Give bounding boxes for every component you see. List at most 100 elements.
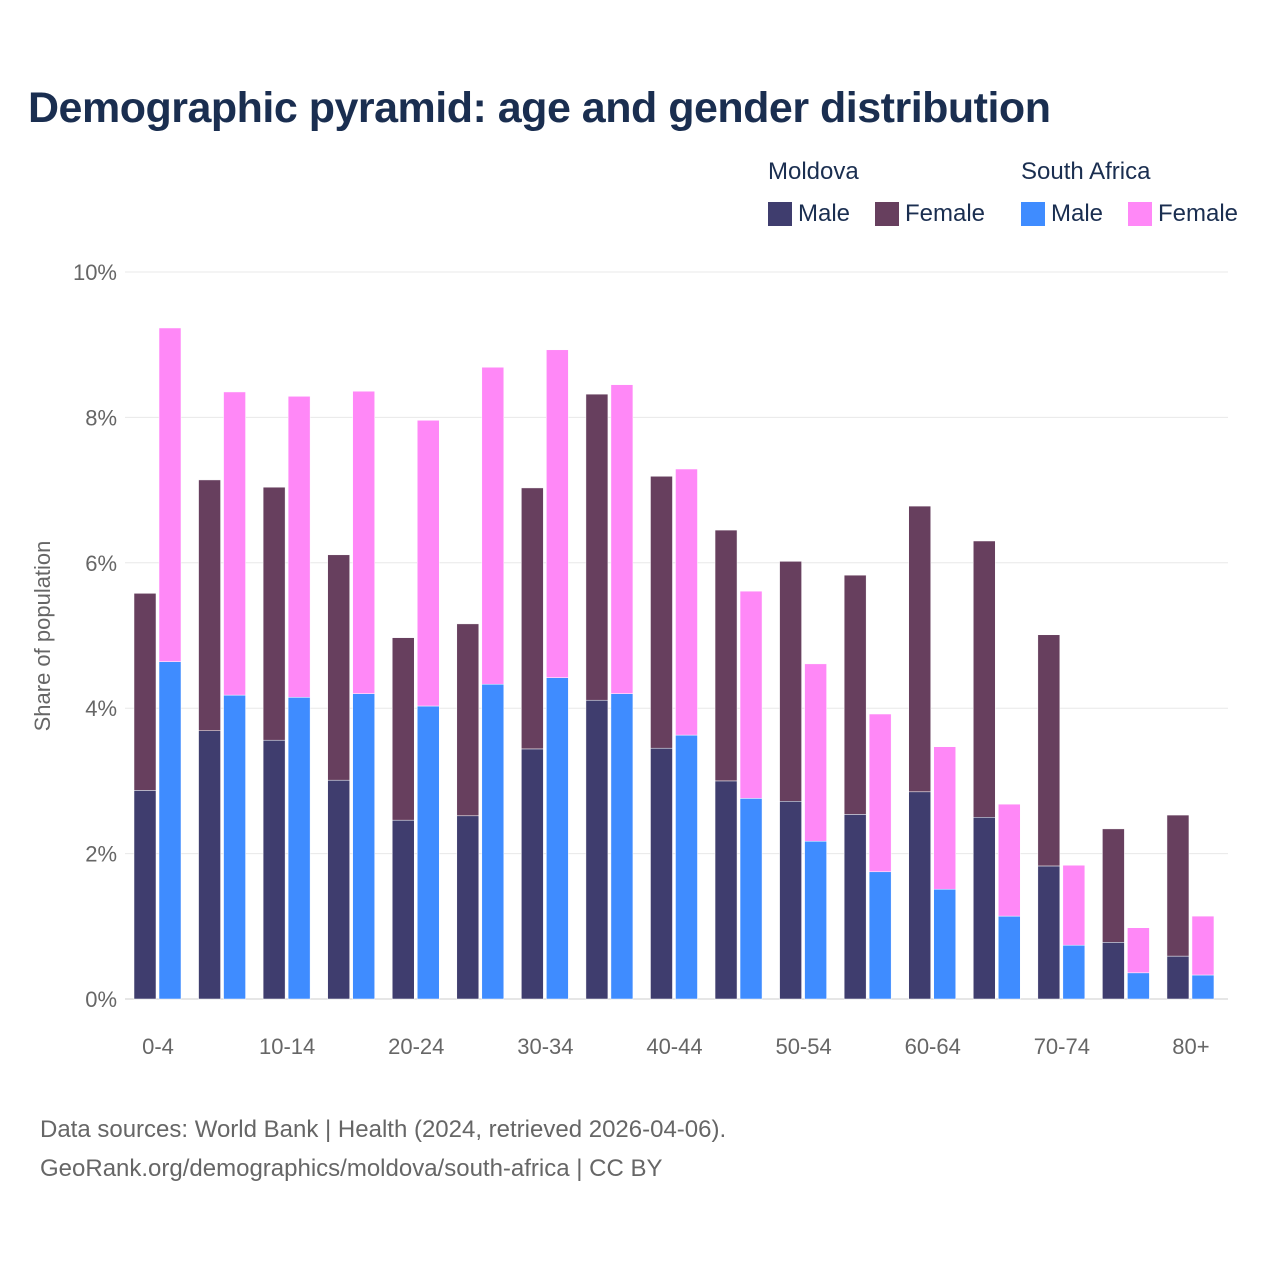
legend-swatch [1128, 202, 1152, 226]
x-tick-label: 60-64 [905, 1034, 961, 1059]
bar-moldova-female [779, 561, 802, 802]
x-tick-label: 70-74 [1034, 1034, 1090, 1059]
bar-south-africa-female [1191, 915, 1215, 976]
bar-moldova-female [843, 574, 867, 815]
bar-south-africa-male [933, 888, 956, 1000]
legend-group-south-africa: South Africa [1021, 158, 1151, 185]
legend-swatch [768, 202, 792, 226]
y-tick-label: 10% [73, 260, 117, 285]
bar-south-africa-female [287, 396, 311, 698]
bar-south-africa-female [223, 391, 246, 696]
legend-label: Male [798, 200, 851, 227]
bar-south-africa-male [804, 840, 827, 1000]
bar-moldova-male [714, 780, 738, 1000]
bar-south-africa-male [481, 683, 505, 1000]
legend-moldova-female[interactable]: Female [875, 200, 985, 228]
bar-moldova-male [973, 817, 996, 1000]
x-tick-label: 0-4 [142, 1034, 174, 1059]
x-tick-label: 20-24 [388, 1034, 444, 1059]
bar-moldova-female [133, 593, 157, 791]
bar-moldova-male [779, 801, 802, 1000]
bar-moldova-female [1166, 814, 1190, 957]
bar-moldova-male [327, 779, 350, 1000]
y-tick-label: 4% [85, 696, 117, 721]
bar-south-africa-male [610, 693, 634, 1000]
legend-swatch [875, 202, 899, 226]
bar-moldova-female [908, 505, 931, 793]
bar-south-africa-male [998, 915, 1021, 1000]
bar-south-africa-female [998, 803, 1021, 917]
bar-moldova-female [391, 637, 415, 821]
bar-moldova-female [198, 479, 221, 731]
legend-swatch [1021, 202, 1045, 226]
bar-south-africa-male [416, 705, 440, 1000]
bar-moldova-male [585, 699, 609, 1000]
legend-label: Male [1051, 200, 1104, 227]
x-tick-label: 80+ [1172, 1034, 1209, 1059]
bar-south-africa-male [352, 693, 375, 1000]
y-tick-label: 0% [85, 987, 117, 1012]
bar-moldova-male [456, 815, 480, 1000]
source-url: GeoRank.org/demographics/moldova/south-a… [40, 1155, 663, 1182]
bar-south-africa-female [158, 327, 182, 662]
bar-moldova-female [327, 554, 350, 781]
chart-title: Demographic pyramid: age and gender dist… [28, 84, 1051, 132]
bar-south-africa-female [610, 384, 634, 694]
bar-south-africa-male [675, 734, 698, 1000]
bar-south-africa-male [546, 677, 569, 1000]
bar-south-africa-female [675, 468, 698, 736]
bar-moldova-female [1102, 828, 1125, 943]
bar-south-africa-male [1191, 974, 1215, 1000]
bar-south-africa-female [1062, 864, 1086, 946]
legend-label: Female [1158, 200, 1239, 227]
x-tick-label: 10-14 [259, 1034, 315, 1059]
bar-moldova-male [133, 790, 157, 1000]
bar-moldova-female [262, 486, 286, 741]
bar-moldova-female [456, 623, 480, 817]
x-tick-label: 40-44 [646, 1034, 702, 1059]
bar-south-africa-male [868, 871, 892, 1000]
bar-south-africa-female [868, 713, 892, 873]
legend-moldova-male[interactable]: Male [768, 200, 850, 228]
bar-south-africa-female [1127, 927, 1150, 974]
y-axis-label: Share of population [30, 541, 55, 732]
y-tick-label: 6% [85, 551, 117, 576]
bar-south-africa-female [933, 746, 956, 890]
bar-south-africa-female [804, 663, 827, 842]
bar-moldova-male [650, 747, 673, 1000]
bar-south-africa-female [416, 420, 440, 707]
bar-south-africa-female [481, 366, 505, 685]
bar-moldova-male [521, 748, 544, 1000]
legend-sa-male[interactable]: Male [1021, 200, 1103, 228]
bar-moldova-male [1102, 942, 1125, 1000]
bar-moldova-female [973, 540, 996, 818]
source-text: Data sources: World Bank | Health (2024,… [40, 1116, 727, 1143]
bar-moldova-female [585, 393, 609, 701]
bar-moldova-male [843, 814, 867, 1000]
bar-moldova-male [262, 739, 286, 1000]
bar-moldova-male [1037, 865, 1061, 1000]
bar-south-africa-female [739, 590, 763, 799]
legend-group-moldova: Moldova [768, 158, 859, 185]
y-tick-label: 2% [85, 842, 117, 867]
bar-south-africa-male [223, 694, 246, 1000]
bar-moldova-female [650, 476, 673, 749]
bar-moldova-male [391, 819, 415, 1000]
legend-sa-female[interactable]: Female [1128, 200, 1238, 228]
bar-moldova-female [1037, 634, 1061, 867]
bar-moldova-male [908, 791, 931, 1000]
y-tick-label: 8% [85, 405, 117, 430]
x-tick-label: 30-34 [517, 1034, 573, 1059]
bar-south-africa-male [739, 798, 763, 1000]
bar-moldova-female [521, 487, 544, 750]
bar-south-africa-female [352, 390, 375, 694]
legend-label: Female [905, 200, 986, 227]
bar-moldova-female [714, 529, 738, 782]
bar-moldova-male [1166, 955, 1190, 1000]
bar-south-africa-female [546, 349, 569, 678]
bar-south-africa-male [1127, 972, 1150, 1000]
bar-south-africa-male [287, 697, 311, 1000]
x-tick-label: 50-54 [775, 1034, 831, 1059]
